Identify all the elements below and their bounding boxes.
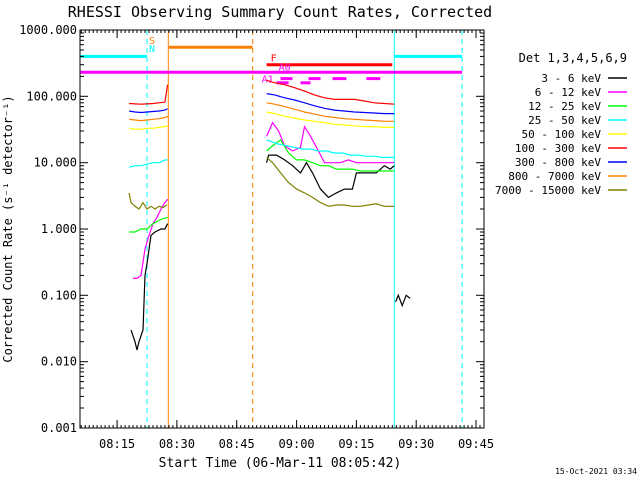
series-line-2 — [129, 216, 168, 233]
series-line-5 — [129, 84, 169, 105]
series-line-4 — [129, 125, 168, 130]
series-line-7 — [266, 102, 395, 122]
x-tick-label: 09:30 — [398, 437, 434, 451]
x-tick-label: 09:45 — [458, 437, 494, 451]
series-line-7 — [129, 115, 168, 122]
legend-label: 25 - 50 keV — [528, 114, 601, 127]
legend-title: Det 1,3,4,5,6,9 — [519, 51, 627, 65]
legend-label: 100 - 300 keV — [515, 142, 601, 155]
series-line-4 — [266, 111, 395, 129]
series-line-6 — [128, 108, 168, 114]
series-line-8 — [128, 192, 168, 210]
x-tick-label: 08:15 — [99, 437, 135, 451]
series-line-5 — [266, 79, 395, 105]
y-tick-label: 10.000 — [34, 156, 77, 170]
legend-label: 6 - 12 keV — [535, 86, 602, 99]
legend-label: 300 - 800 keV — [515, 156, 601, 169]
series-line-0 — [266, 154, 395, 199]
series-line-6 — [266, 93, 395, 115]
y-tick-label: 0.001 — [41, 421, 77, 435]
y-axis-label: Corrected Count Rate (s⁻¹ detector⁻¹) — [1, 95, 15, 362]
series-line-3 — [128, 159, 168, 168]
y-tick-label: 0.100 — [41, 288, 77, 302]
attenuator-label: A1 — [262, 74, 274, 85]
series-line-8 — [266, 156, 395, 207]
y-tick-label: 0.010 — [41, 355, 77, 369]
series-line-0 — [130, 223, 169, 351]
series-line-1 — [266, 121, 395, 164]
x-tick-label: 08:30 — [159, 437, 195, 451]
night-label: N — [149, 44, 155, 55]
legend-label: 7000 - 15000 keV — [495, 184, 601, 197]
x-tick-label: 09:15 — [338, 437, 374, 451]
legend-label: 3 - 6 keV — [541, 72, 601, 85]
series-line-2 — [266, 139, 395, 172]
chart-title: RHESSI Observing Summary Count Rates, Co… — [68, 3, 492, 21]
series-line-1 — [133, 198, 169, 279]
y-tick-label: 1.000 — [41, 222, 77, 236]
series-line-0 — [395, 293, 411, 308]
a0-label: A0 — [279, 62, 291, 73]
legend-label: 800 - 7000 keV — [508, 170, 601, 183]
x-axis-label: Start Time (06-Mar-11 08:05:42) — [159, 456, 402, 471]
y-tick-label: 1000.000 — [19, 23, 77, 37]
y-tick-label: 100.000 — [26, 89, 77, 103]
timestamp: 15-Oct-2021 03:34 — [555, 467, 637, 476]
flare-label: F — [271, 54, 277, 65]
series-line-3 — [266, 139, 395, 158]
x-tick-label: 08:45 — [219, 437, 255, 451]
legend-label: 50 - 100 keV — [522, 128, 602, 141]
x-tick-label: 09:00 — [279, 437, 315, 451]
legend-label: 12 - 25 keV — [528, 100, 601, 113]
saa-label: S — [149, 36, 155, 47]
